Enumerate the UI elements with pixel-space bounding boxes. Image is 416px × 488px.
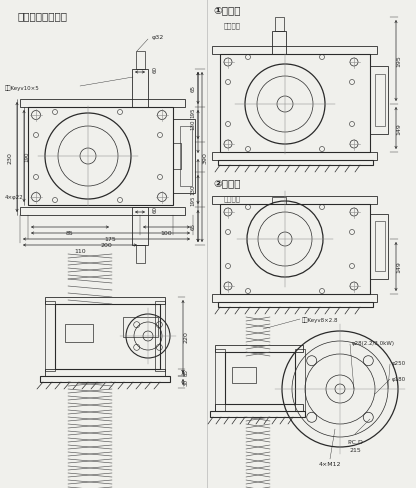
Text: 149: 149 bbox=[396, 123, 401, 135]
Text: 双入右侧: 双入右侧 bbox=[224, 22, 241, 29]
Text: 149: 149 bbox=[396, 261, 401, 272]
Text: 220: 220 bbox=[183, 330, 188, 342]
Text: φ32: φ32 bbox=[152, 35, 164, 40]
Text: 390: 390 bbox=[203, 152, 208, 163]
Text: 230: 230 bbox=[7, 152, 12, 163]
Text: 单入右侧: 单入右侧 bbox=[224, 195, 241, 201]
Text: 130: 130 bbox=[191, 184, 196, 195]
Bar bbox=[45, 302, 55, 371]
Text: 65: 65 bbox=[191, 223, 196, 230]
Text: ②直联式: ②直联式 bbox=[213, 178, 240, 187]
Text: 190: 190 bbox=[25, 151, 30, 162]
Text: 195: 195 bbox=[191, 107, 196, 118]
Text: 130: 130 bbox=[191, 120, 196, 130]
Text: 85: 85 bbox=[183, 369, 188, 376]
Bar bbox=[173, 120, 195, 194]
Bar bbox=[20, 207, 185, 216]
Bar bbox=[210, 411, 305, 417]
Text: 60: 60 bbox=[153, 66, 158, 73]
Text: 键槽Keyv10×5: 键槽Keyv10×5 bbox=[5, 85, 40, 91]
Bar bbox=[155, 302, 165, 371]
Bar bbox=[370, 215, 388, 280]
Text: P.C.D: P.C.D bbox=[347, 439, 363, 444]
Bar bbox=[180, 127, 192, 186]
Text: 175: 175 bbox=[104, 237, 116, 242]
Text: 65: 65 bbox=[191, 85, 196, 92]
Bar bbox=[272, 198, 286, 204]
Bar bbox=[212, 294, 377, 303]
Text: φ180: φ180 bbox=[392, 376, 406, 381]
Bar bbox=[218, 303, 373, 307]
Bar bbox=[370, 67, 388, 135]
Text: 30: 30 bbox=[183, 379, 188, 386]
Text: 110: 110 bbox=[74, 248, 86, 253]
Bar bbox=[45, 369, 165, 376]
Bar bbox=[40, 376, 170, 382]
Bar bbox=[132, 70, 148, 108]
Bar bbox=[212, 153, 377, 161]
Bar bbox=[212, 47, 377, 55]
Bar bbox=[215, 404, 303, 411]
Bar bbox=[375, 222, 385, 271]
Text: 60: 60 bbox=[153, 205, 158, 213]
Bar bbox=[136, 52, 145, 70]
Text: 双入力（标准型）: 双入力（标准型） bbox=[18, 11, 68, 21]
Text: φ28(2.2/3.0kW): φ28(2.2/3.0kW) bbox=[352, 341, 395, 346]
Bar bbox=[173, 143, 181, 170]
Bar bbox=[375, 75, 385, 127]
Bar bbox=[220, 204, 370, 294]
Bar bbox=[65, 325, 93, 342]
Bar bbox=[212, 197, 377, 204]
Bar bbox=[123, 317, 158, 337]
Bar bbox=[45, 297, 165, 305]
Text: 4×M12: 4×M12 bbox=[319, 461, 341, 466]
Bar bbox=[215, 346, 303, 352]
Bar bbox=[28, 108, 173, 205]
Bar bbox=[218, 161, 373, 165]
Bar bbox=[295, 349, 305, 411]
Bar bbox=[136, 245, 145, 264]
Text: 85: 85 bbox=[66, 230, 74, 236]
Text: φ250: φ250 bbox=[392, 361, 406, 366]
Text: 215: 215 bbox=[349, 447, 361, 452]
Text: 键槽Keyv8×2.8: 键槽Keyv8×2.8 bbox=[302, 317, 339, 322]
Text: 200: 200 bbox=[100, 243, 112, 247]
Text: 195: 195 bbox=[396, 55, 401, 67]
Bar bbox=[215, 349, 225, 411]
Bar bbox=[225, 352, 295, 404]
Bar bbox=[55, 305, 160, 369]
Bar bbox=[272, 32, 286, 55]
Text: 195: 195 bbox=[191, 195, 196, 206]
Bar bbox=[232, 367, 256, 383]
Text: 100: 100 bbox=[160, 230, 172, 236]
Bar bbox=[220, 55, 370, 153]
Text: 4×φ22: 4×φ22 bbox=[5, 195, 24, 200]
Bar bbox=[275, 18, 284, 32]
Bar bbox=[20, 100, 185, 108]
Bar bbox=[132, 207, 148, 245]
Text: ①直联式: ①直联式 bbox=[213, 5, 240, 15]
